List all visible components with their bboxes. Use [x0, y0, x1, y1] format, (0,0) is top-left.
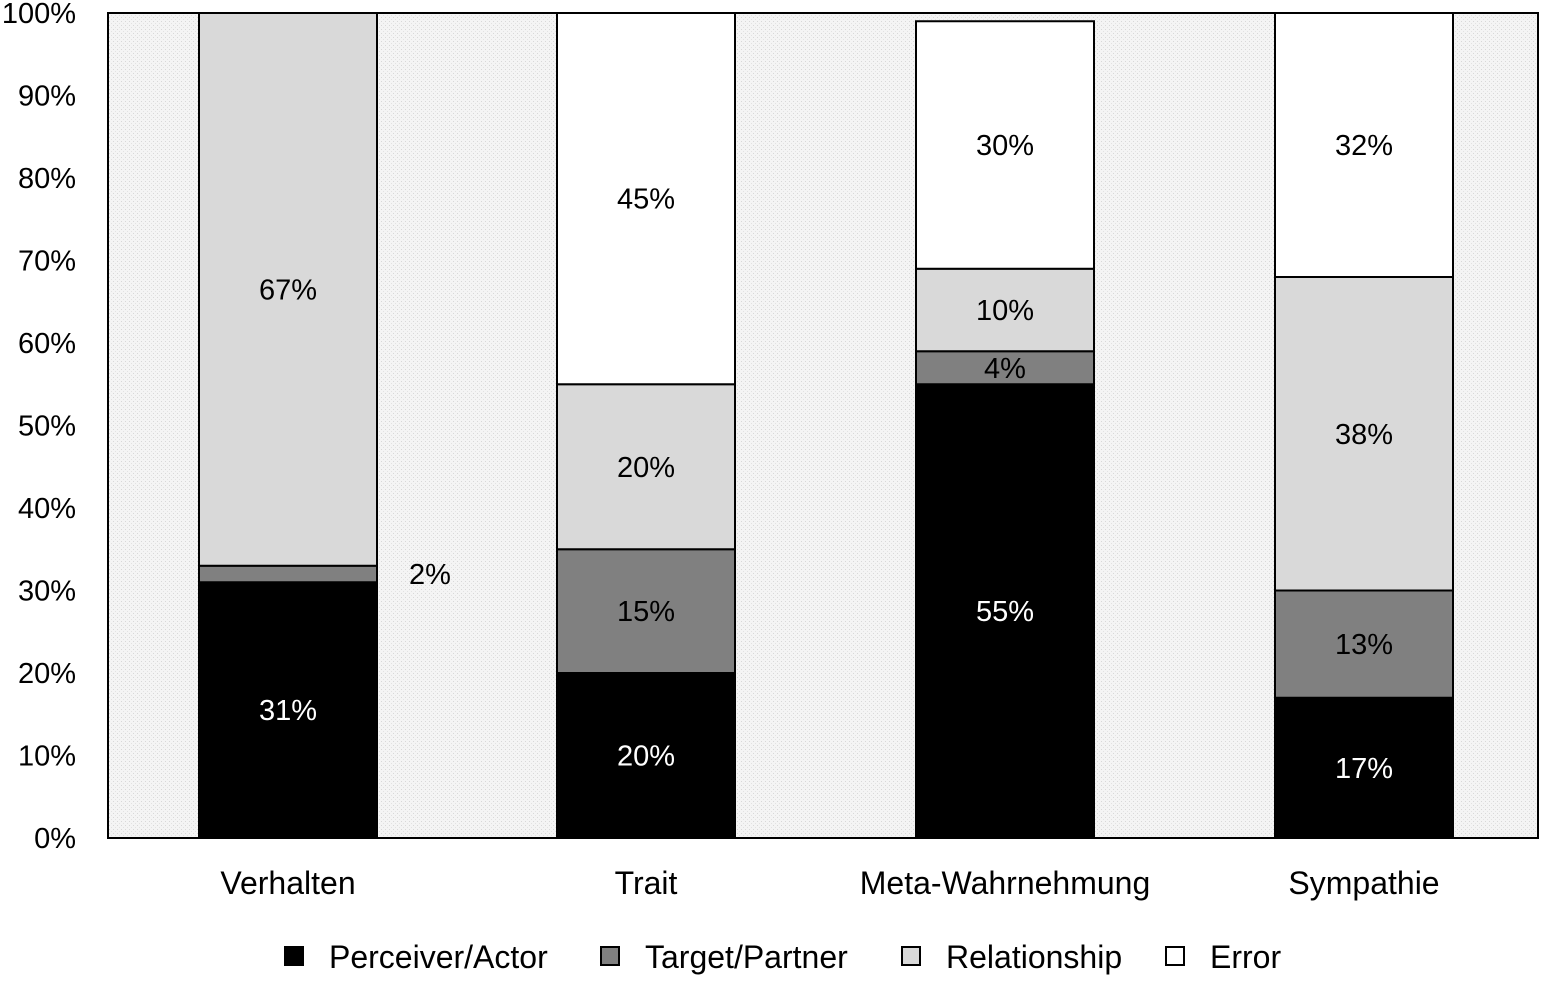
- data-label-sympathie-target-partner: 13%: [1335, 629, 1393, 661]
- bar-verhalten-relationship: [198, 12, 378, 567]
- y-tick-label: 60%: [18, 328, 76, 360]
- legend-label-target-partner: Target/Partner: [645, 939, 848, 975]
- legend-swatch-relationship: [901, 946, 921, 966]
- y-tick-label: 40%: [18, 493, 76, 525]
- x-category-label-meta-wahrnehmung: Meta-Wahrnehmung: [860, 865, 1151, 901]
- legend-label-error: Error: [1210, 939, 1281, 975]
- bar-meta-wahrnehmung-perceiver-actor: [915, 383, 1095, 839]
- data-label-trait-perceiver-actor: 20%: [617, 741, 675, 773]
- data-label-meta-wahrnehmung-error: 30%: [976, 130, 1034, 162]
- legend-swatch-perceiver-actor: [284, 946, 304, 966]
- y-tick-label: 30%: [18, 576, 76, 608]
- bar-verhalten-perceiver-actor: [198, 581, 378, 839]
- data-label-verhalten-perceiver-actor: 31%: [259, 695, 317, 727]
- data-label-meta-wahrnehmung-relationship: 10%: [976, 295, 1034, 327]
- data-label-verhalten-target-partner: 2%: [409, 559, 451, 591]
- data-label-trait-error: 45%: [617, 184, 675, 216]
- y-tick-label: 100%: [2, 0, 76, 30]
- legend-swatch-target-partner: [600, 946, 620, 966]
- bar-meta-wahrnehmung-relationship: [915, 267, 1095, 353]
- y-axis-tick-labels: 0% 10% 20% 30% 40% 50% 60% 70% 80% 90% 100%: [2, 0, 76, 855]
- x-category-label-verhalten: Verhalten: [220, 865, 355, 901]
- x-axis-category-labels: Verhalten Trait Meta-Wahrnehmung Sympathie: [220, 865, 1439, 901]
- y-tick-label: 10%: [18, 741, 76, 773]
- data-label-sympathie-relationship: 38%: [1335, 419, 1393, 451]
- y-tick-label: 0%: [34, 823, 76, 855]
- x-category-label-trait: Trait: [615, 865, 678, 901]
- bar-verhalten-target-partner: [198, 564, 378, 584]
- y-tick-label: 50%: [18, 411, 76, 443]
- data-label-meta-wahrnehmung-target-partner: 4%: [984, 353, 1026, 385]
- y-tick-label: 80%: [18, 163, 76, 195]
- bar-meta-wahrnehmung-error: [915, 20, 1095, 270]
- data-label-meta-wahrnehmung-perceiver-actor: 55%: [976, 596, 1034, 628]
- data-label-trait-target-partner: 15%: [617, 596, 675, 628]
- data-label-sympathie-error: 32%: [1335, 130, 1393, 162]
- bar-trait-relationship: [556, 383, 736, 551]
- legend-label-perceiver-actor: Perceiver/Actor: [329, 939, 548, 975]
- legend: Perceiver/Actor Target/Partner Relationshi…: [284, 939, 1281, 975]
- data-label-trait-relationship: 20%: [617, 452, 675, 484]
- bar-sympathie-error: [1274, 12, 1454, 278]
- bars-group: 31% 2% 67% 20% 15% 20% 45% 55% 4% 10% 30% 17% 13% 38%…: [198, 12, 1454, 839]
- bar-trait-target-partner: [556, 548, 736, 674]
- y-tick-label: 70%: [18, 246, 76, 278]
- x-category-label-sympathie: Sympathie: [1288, 865, 1439, 901]
- legend-swatch-error: [1165, 946, 1185, 966]
- data-label-verhalten-relationship: 67%: [259, 274, 317, 306]
- data-label-sympathie-perceiver-actor: 17%: [1335, 753, 1393, 785]
- y-tick-label: 90%: [18, 81, 76, 113]
- y-tick-label: 20%: [18, 658, 76, 690]
- bar-trait-error: [556, 12, 736, 386]
- bar-sympathie-relationship: [1274, 276, 1454, 592]
- legend-label-relationship: Relationship: [946, 939, 1122, 975]
- bar-meta-wahrnehmung-target-partner: [915, 350, 1095, 386]
